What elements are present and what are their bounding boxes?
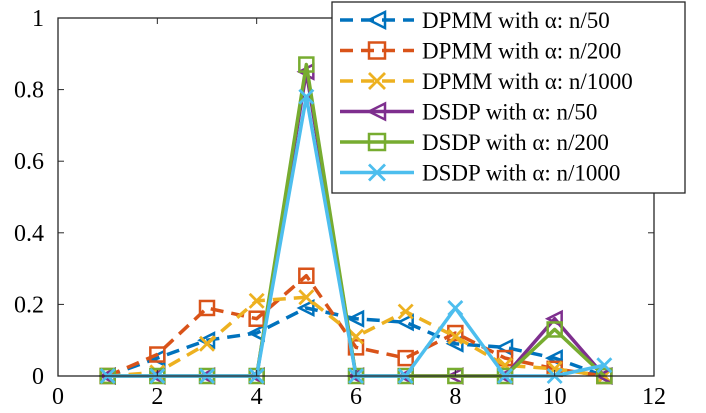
legend-box	[331, 1, 686, 194]
data-point-square-marker	[347, 339, 365, 356]
x-tick-label: 4	[251, 384, 263, 410]
y-tick-label: 0.2	[14, 292, 44, 318]
data-point-x-marker	[298, 88, 315, 105]
legend-item: DSDP with α: n/50	[340, 100, 597, 125]
series-line	[106, 274, 605, 378]
data-point-square-marker	[367, 132, 387, 152]
y-tick-label: 0	[32, 364, 44, 390]
y-tick-label: 1	[32, 6, 44, 32]
data-point-triangle-left-marker	[366, 101, 387, 122]
legend-item: DSDP with α: n/200	[340, 130, 609, 155]
legend-label: DPMM with α: n/50	[422, 8, 610, 33]
legend-item: DPMM with α: n/200	[340, 39, 621, 64]
data-point-square-marker	[397, 349, 414, 367]
legend: DPMM with α: n/50 DPMM with α: n/200 DPMM …	[331, 1, 686, 194]
data-point-square-marker	[149, 346, 166, 363]
legend-label: DPMM with α: n/1000	[422, 69, 633, 94]
data-point-x-marker	[248, 292, 265, 309]
data-point-square-marker	[367, 41, 387, 60]
data-point-square-marker	[546, 321, 563, 338]
data-point-x-marker	[397, 303, 414, 320]
data-point-triangle-left-marker	[366, 9, 387, 31]
y-tick-label: 0.4	[14, 221, 44, 247]
data-point-square-marker	[298, 267, 315, 285]
data-point-square-marker	[198, 299, 216, 317]
y-tick-label: 0.6	[14, 149, 44, 175]
x-tick-label: 0	[52, 384, 64, 410]
x-tick-label: 6	[350, 384, 362, 410]
legend-label: DSDP with α: n/50	[422, 100, 597, 125]
data-point-x-marker	[298, 289, 315, 306]
x-tick-label: 12	[642, 384, 666, 410]
data-point-x-marker	[447, 328, 464, 345]
data-point-x-marker	[596, 357, 613, 374]
data-point-triangle-left-marker	[395, 313, 414, 332]
legend-label: DSDP with α: n/1000	[422, 161, 620, 186]
legend-label: DPMM with α: n/200	[422, 39, 621, 64]
x-tick-label: 2	[151, 384, 163, 410]
data-point-x-marker	[368, 72, 386, 90]
data-point-x-marker	[199, 335, 215, 352]
data-point-square-marker	[248, 310, 265, 327]
data-point-x-marker	[368, 163, 386, 182]
x-tick-label: 8	[449, 384, 461, 410]
ticks-layer: 0 2 4 6 8 10 12 0 0.2 0.4 0.6 0.8 1	[14, 6, 666, 410]
legend-item: DSDP with α: n/1000	[340, 161, 620, 186]
data-point-x-marker	[447, 299, 464, 316]
legend-item: DPMM with α: n/50	[340, 8, 610, 33]
series-line	[107, 306, 605, 378]
x-tick-label: 10	[543, 384, 567, 410]
legend-label: DSDP with α: n/200	[422, 130, 609, 155]
y-tick-label: 0.8	[14, 78, 44, 104]
data-point-triangle-left-marker	[296, 298, 315, 318]
legend-item: DPMM with α: n/1000	[340, 69, 633, 94]
data-point-square-marker	[298, 56, 315, 73]
data-point-triangle-left-marker	[346, 309, 365, 328]
